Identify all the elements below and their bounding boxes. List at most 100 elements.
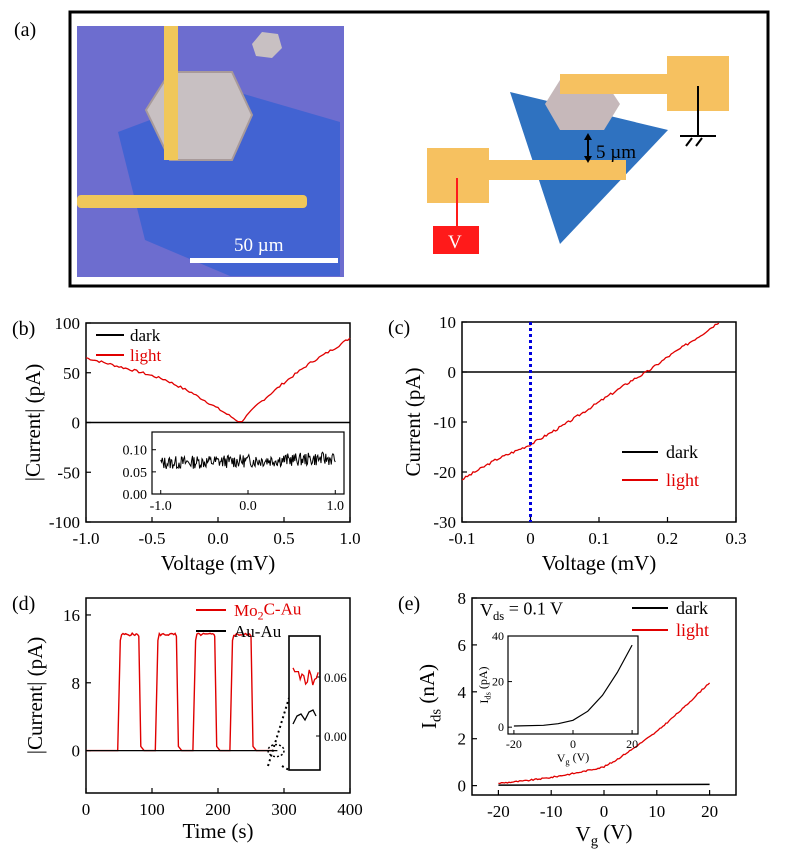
x-tick-label-b-2: 0.0 <box>207 529 228 548</box>
x-tick-label-e-2: 0 <box>600 802 609 821</box>
chart-c: -0.1 0 0.1 0.2 0.3 -30 -20 -10 0 10 (c) dark light Vo… <box>388 313 747 575</box>
y-axis-label-d: |Current| (pA) <box>23 637 47 754</box>
x-tick-label-c-4: 0.3 <box>725 529 746 548</box>
y-tick-label-b-2: 0 <box>72 414 81 433</box>
zoom-line-bottom-d <box>281 765 290 771</box>
scale-bar <box>190 258 338 263</box>
y-tick-label-b-4: 100 <box>55 314 81 333</box>
series-light-c <box>461 322 720 481</box>
inset-x-tick-label-b-2: 1.0 <box>327 499 345 514</box>
y-tick-label-d-1: 8 <box>72 674 81 693</box>
panel-label-d: (d) <box>12 593 35 615</box>
inset-y-tick-label-e-2: 40 <box>492 629 504 643</box>
x-tick-label-e-3: 10 <box>648 802 665 821</box>
inset-series-e <box>513 644 633 727</box>
x-axis-label-e: Vg (V) <box>576 820 633 849</box>
optical-micrograph: 50 µm <box>77 26 344 277</box>
ground-hatch-2 <box>695 137 703 147</box>
chart-d: 0 100 200 300 400 0 8 16 (d) 0.06 0.00 Mo2C-AuAu-Au… <box>12 593 363 843</box>
inset-x-tick-label-e-2: 20 <box>626 737 638 751</box>
panel-label-b: (b) <box>12 318 35 340</box>
y-tick-label-e-1: 2 <box>458 730 467 749</box>
voltage-source-label: V <box>448 232 462 253</box>
voltage-source <box>433 226 479 254</box>
x-tick-label-e-4: 20 <box>701 802 718 821</box>
x-tick-label-e-0: -20 <box>487 802 510 821</box>
y-axis-label-e: Ids (nA) <box>415 664 444 729</box>
inset-y-tick-label-e-0: 0 <box>498 720 504 734</box>
inset-y-tick-label-d-0: 0.06 <box>324 670 347 685</box>
series-light-e <box>498 682 711 785</box>
scale-bar-label: 50 µm <box>234 235 284 256</box>
small-crystal <box>252 32 282 58</box>
y-tick-label-c-4: 10 <box>439 313 456 332</box>
x-tick-label-c-1: 0 <box>526 529 535 548</box>
y-tick-label-c-3: 0 <box>448 363 457 382</box>
x-tick-label-d-4: 400 <box>337 800 363 819</box>
x-tick-label-b-0: -1.0 <box>73 529 100 548</box>
y-axis-label-b: |Current| (pA) <box>21 364 45 481</box>
panel-a: (a) 50 µm 5 µm <box>14 10 770 288</box>
panel-a-frame <box>68 10 770 288</box>
x-tick-label-b-3: 0.5 <box>273 529 294 548</box>
panel-label-e: (e) <box>398 593 420 615</box>
inset-x-tick-label-b-1: 0.0 <box>239 499 257 514</box>
inset-x-tick-label-b-0: -1.0 <box>150 499 172 514</box>
panel-label-c: (c) <box>388 317 410 339</box>
y-tick-label-e-2: 4 <box>458 683 467 702</box>
zoom-line-top-d <box>267 697 290 767</box>
schematic-finger-right <box>560 74 672 94</box>
inset-series-mo2c-au-d <box>292 667 319 686</box>
y-tick-label-e-4: 8 <box>458 589 467 608</box>
gap-arrow-head-up <box>584 133 592 140</box>
inset-y-tick-label-b-2: 0.10 <box>123 444 148 459</box>
inset-x-tick-label-e-0: -20 <box>506 737 522 751</box>
y-tick-label-d-2: 16 <box>63 606 80 625</box>
vds-annotation-e: Vds = 0.1 V <box>480 598 563 622</box>
legend-label-light-b: light <box>130 346 161 365</box>
y-tick-label-e-3: 6 <box>458 636 467 655</box>
gap-label: 5 µm <box>596 142 636 163</box>
y-tick-label-c-0: -30 <box>433 513 456 532</box>
legend-label-dark-c: dark <box>666 442 698 462</box>
inset-y-tick-label-b-0: 0.00 <box>123 488 148 503</box>
inset-series-dark-b <box>160 451 336 470</box>
electrode-top <box>164 26 178 160</box>
x-tick-label-d-0: 0 <box>82 800 91 819</box>
zoom-region-d <box>267 743 285 758</box>
y-tick-label-b-3: 50 <box>63 364 80 383</box>
y-tick-label-d-0: 0 <box>72 742 81 761</box>
inset-x-axis-label-e: Vg (V) <box>557 750 590 767</box>
legend-label-mo2c-au-d: Mo2C-Au <box>234 599 302 622</box>
device-schematic: 5 µm V <box>427 56 729 254</box>
x-axis-label-d: Time (s) <box>183 819 254 843</box>
ground-hatch-1 <box>685 137 693 147</box>
series-dark-e <box>498 783 710 786</box>
y-tick-label-b-1: -50 <box>57 463 80 482</box>
inset-x-tick-label-e-1: 0 <box>570 737 576 751</box>
gap-arrow-head-down <box>584 156 592 163</box>
inset-y-tick-label-b-1: 0.05 <box>123 466 148 481</box>
schematic-finger-left <box>486 160 626 180</box>
x-tick-label-d-1: 100 <box>139 800 165 819</box>
series-light-b <box>85 337 351 423</box>
x-tick-label-d-2: 200 <box>205 800 231 819</box>
legend-label-au-au-d: Au-Au <box>234 622 282 641</box>
x-tick-label-c-2: 0.1 <box>588 529 609 548</box>
inset-frame-e <box>507 635 639 735</box>
y-tick-label-b-0: -100 <box>49 513 80 532</box>
x-axis-label-b: Voltage (mV) <box>161 551 276 575</box>
legend-label-dark-b: dark <box>130 326 161 345</box>
electrode-bottom <box>77 195 307 208</box>
legend-label-dark-e: dark <box>676 598 708 618</box>
x-axis-label-c: Voltage (mV) <box>542 551 657 575</box>
legend-label-light-e: light <box>676 620 709 640</box>
y-tick-label-e-0: 0 <box>458 777 467 796</box>
x-tick-label-c-3: 0.2 <box>657 529 678 548</box>
y-tick-label-c-1: -20 <box>433 463 456 482</box>
x-tick-label-b-1: -0.5 <box>139 529 166 548</box>
inset-y-axis-label-e: Ids (pA) <box>476 666 493 703</box>
y-tick-label-c-2: -10 <box>433 413 456 432</box>
